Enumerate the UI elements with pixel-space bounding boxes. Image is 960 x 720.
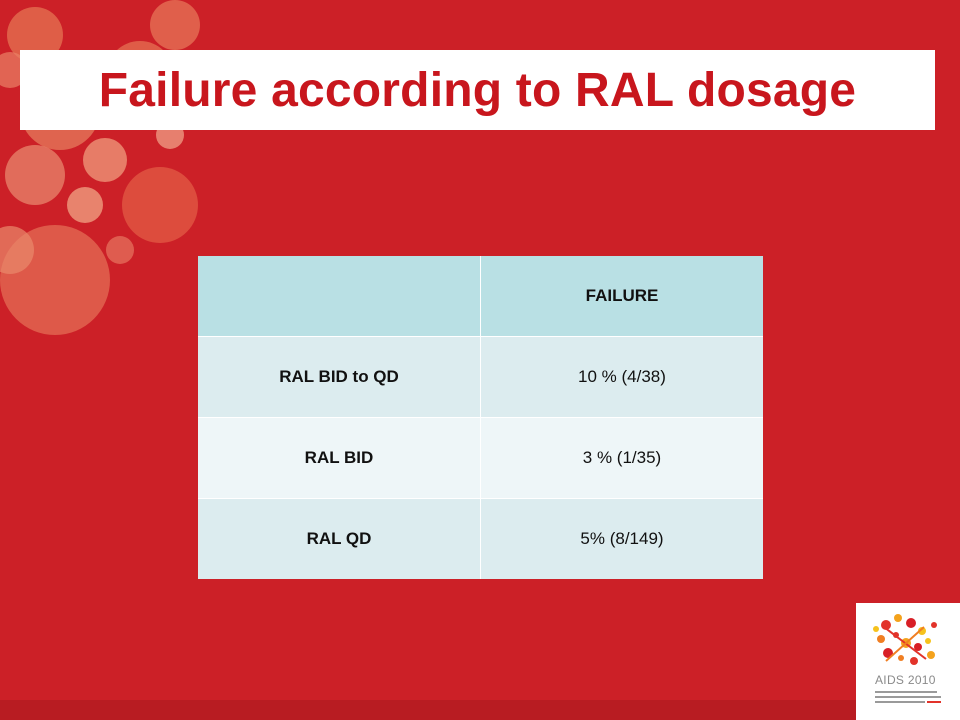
- table-row: RAL QD 5% (8/149): [198, 499, 763, 580]
- bottom-strip: [0, 700, 960, 720]
- logo-text: AIDS 2010: [875, 673, 936, 687]
- header-cell-empty: [198, 256, 481, 337]
- row-label: RAL QD: [198, 499, 481, 580]
- title-bar: Failure according to RAL dosage: [20, 50, 935, 130]
- conference-logo: AIDS 2010: [856, 603, 960, 720]
- header-cell-failure: FAILURE: [481, 256, 764, 337]
- table-row: RAL BID to QD 10 % (4/38): [198, 337, 763, 418]
- row-value: 3 % (1/35): [481, 418, 764, 499]
- row-value: 10 % (4/38): [481, 337, 764, 418]
- logo-star-icon: [856, 603, 960, 673]
- failure-table: FAILURE RAL BID to QD 10 % (4/38) RAL BI…: [198, 256, 763, 579]
- slide-title: Failure according to RAL dosage: [99, 63, 856, 118]
- row-label: RAL BID to QD: [198, 337, 481, 418]
- logo-subtitle-lines: [875, 689, 945, 709]
- row-label: RAL BID: [198, 418, 481, 499]
- row-value: 5% (8/149): [481, 499, 764, 580]
- table-row: RAL BID 3 % (1/35): [198, 418, 763, 499]
- table-header-row: FAILURE: [198, 256, 763, 337]
